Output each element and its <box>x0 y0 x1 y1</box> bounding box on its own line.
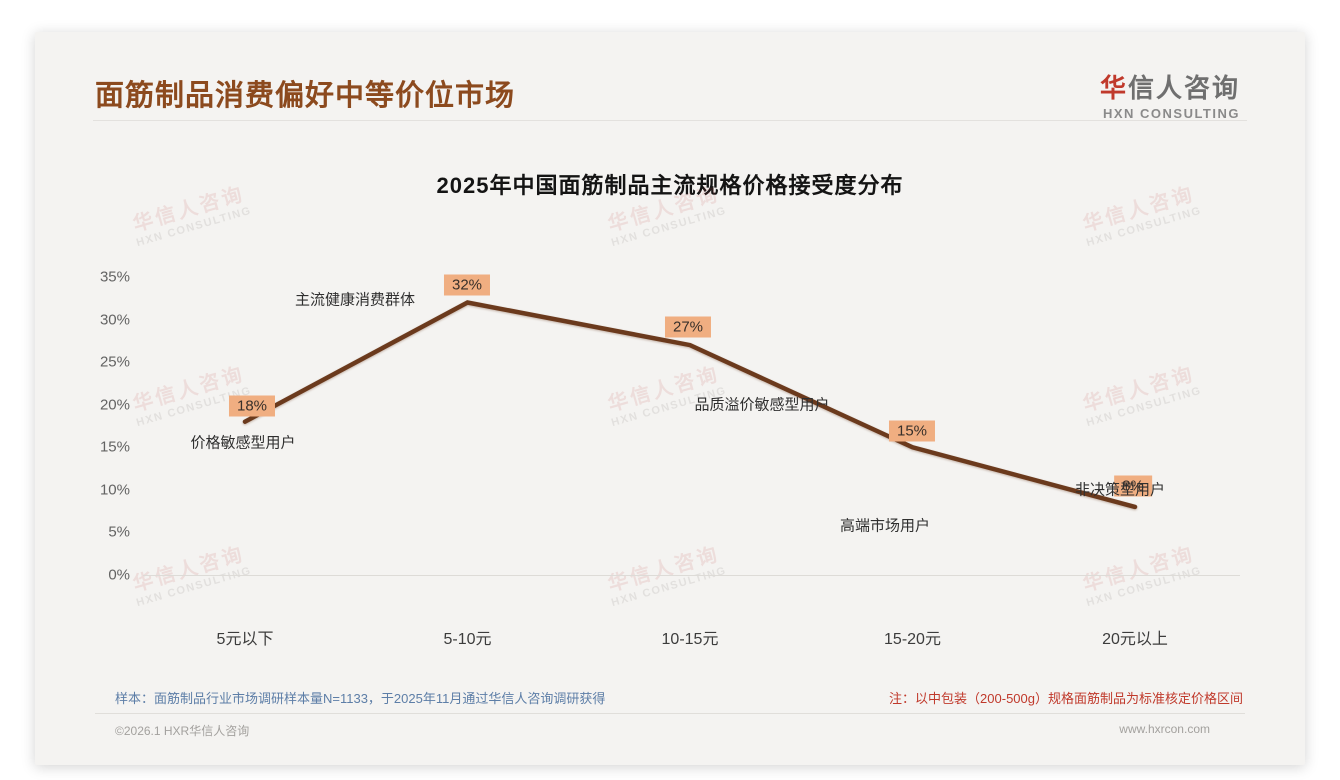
price-note: 注：以中包装（200-500g）规格面筋制品为标准核定价格区间 <box>889 691 1243 706</box>
y-axis-tick: 20% <box>99 396 130 414</box>
x-axis-line <box>143 575 1240 576</box>
page-title: 面筋制品消费偏好中等价位市场 <box>95 80 516 112</box>
data-label: 32% <box>443 274 491 296</box>
x-axis-tick: 10-15元 <box>661 631 719 648</box>
data-label: 8% <box>1114 475 1152 497</box>
x-axis-tick: 5-10元 <box>443 631 492 648</box>
annotation-highend-market: 高端市场用户 <box>839 517 931 535</box>
header-divider <box>93 120 1247 121</box>
report-card: 面筋制品消费偏好中等价位市场 华信人咨询 HXN CONSULTING 2025… <box>35 32 1305 765</box>
data-label: 18% <box>228 395 276 417</box>
copyright-text: ©2026.1 HXR华信人咨询 <box>115 724 250 738</box>
y-axis-tick: 25% <box>99 353 130 371</box>
y-axis-tick: 30% <box>99 311 130 329</box>
y-axis-tick: 10% <box>99 481 130 499</box>
x-axis-tick: 15-20元 <box>884 631 941 648</box>
brand-logo-rest: 信人咨询 <box>1127 73 1240 103</box>
y-axis-tick: 0% <box>108 566 130 584</box>
annotation-non-decision: 非决策型用户 <box>1074 481 1166 499</box>
y-axis-tick: 5% <box>108 523 130 541</box>
y-axis-tick: 35% <box>99 268 130 286</box>
data-label: 27% <box>664 316 712 338</box>
brand-logo: 华信人咨询 HXN CONSULTING <box>1100 68 1240 121</box>
annotation-price-sensitive: 价格敏感型用户 <box>190 434 296 452</box>
brand-logo-cn: 华信人咨询 <box>1100 68 1240 105</box>
brand-logo-sub: HXN CONSULTING <box>1102 106 1240 121</box>
data-label: 15% <box>888 420 936 442</box>
annotation-mainstream-health: 主流健康消费群体 <box>294 291 416 309</box>
footer-divider <box>95 713 1245 714</box>
sample-note: 样本：面筋制品行业市场调研样本量N=1133，于2025年11月通过华信人咨询调… <box>115 691 606 706</box>
y-axis-tick: 15% <box>99 438 130 456</box>
line-chart <box>242 300 1138 510</box>
x-axis-tick: 20元以上 <box>1102 631 1168 648</box>
chart-title: 2025年中国面筋制品主流规格价格接受度分布 <box>436 173 904 198</box>
x-axis-tick: 5元以下 <box>216 631 274 648</box>
trend-line <box>242 300 1138 510</box>
website-text: www.hxrcon.com <box>1119 722 1210 736</box>
annotation-quality-premium: 品质溢价敏感型用户 <box>694 396 830 414</box>
brand-logo-accent: 华 <box>1099 73 1128 103</box>
